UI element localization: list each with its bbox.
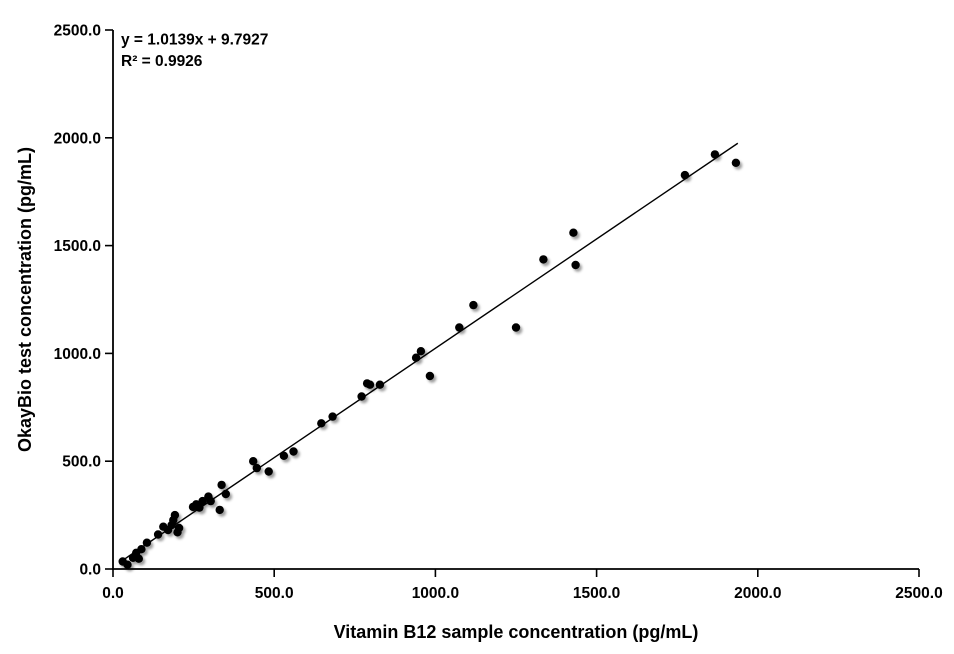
x-tick-label: 1500.0 (573, 585, 620, 602)
data-point (137, 545, 146, 554)
data-point (357, 392, 366, 401)
data-points (118, 150, 741, 569)
data-point (174, 523, 184, 533)
y-tick-label: 2500.0 (54, 23, 101, 40)
data-point (511, 323, 521, 332)
axes: 0.0 500.0 1000.0 1500.0 2000.0 2500.0 0.0 500.… (54, 23, 943, 603)
data-point (569, 228, 578, 237)
y-tick-label: 1000.0 (54, 346, 101, 363)
data-point (539, 255, 548, 264)
data-point (411, 353, 421, 362)
x-tick-label: 0.0 (102, 585, 124, 602)
x-tick-label: 500.0 (255, 585, 294, 602)
y-axis-title: OkayBio test concentration (pg/mL) (15, 147, 35, 452)
r-squared-label: R² = 0.9926 (121, 53, 203, 70)
data-point (170, 510, 180, 520)
equation-label: y = 1.0139x + 9.7927 (121, 32, 268, 49)
y-axis-ticks: 0.0 500.0 1000.0 1500.0 2000.0 2500.0 (54, 23, 113, 579)
data-point (710, 150, 720, 159)
data-point (134, 554, 143, 563)
data-point (317, 419, 326, 428)
data-point (279, 451, 289, 460)
data-point (375, 380, 385, 389)
data-point (215, 505, 224, 515)
y-tick-label: 500.0 (62, 454, 101, 471)
data-point (571, 260, 580, 270)
data-point (264, 467, 273, 476)
x-tick-label: 1000.0 (412, 585, 459, 602)
y-tick-label: 2000.0 (54, 130, 101, 147)
data-point (249, 457, 258, 466)
trend-line (121, 142, 739, 562)
data-point (365, 380, 375, 389)
x-axis-ticks: 0.0 500.0 1000.0 1500.0 2000.0 2500.0 (102, 569, 943, 602)
y-tick-label: 1500.0 (54, 238, 101, 255)
data-point (198, 496, 207, 506)
data-point (195, 503, 204, 512)
x-tick-label: 2000.0 (734, 585, 781, 602)
x-axis-title: Vitamin B12 sample concentration (pg/mL) (334, 622, 699, 642)
data-point (680, 170, 690, 180)
data-point (425, 371, 435, 381)
data-point (221, 489, 230, 499)
data-point (252, 463, 261, 473)
y-tick-label: 0.0 (79, 562, 101, 579)
trend-line-group (121, 142, 739, 562)
data-point (328, 412, 337, 421)
data-point (469, 300, 478, 310)
data-point (731, 158, 741, 167)
x-tick-label: 2500.0 (895, 585, 942, 602)
data-point (416, 347, 426, 356)
data-point (153, 530, 163, 539)
data-point (142, 538, 152, 547)
data-point (455, 323, 464, 332)
data-point (217, 480, 226, 490)
data-point (289, 447, 298, 456)
data-point (123, 560, 132, 569)
data-point (206, 496, 215, 506)
